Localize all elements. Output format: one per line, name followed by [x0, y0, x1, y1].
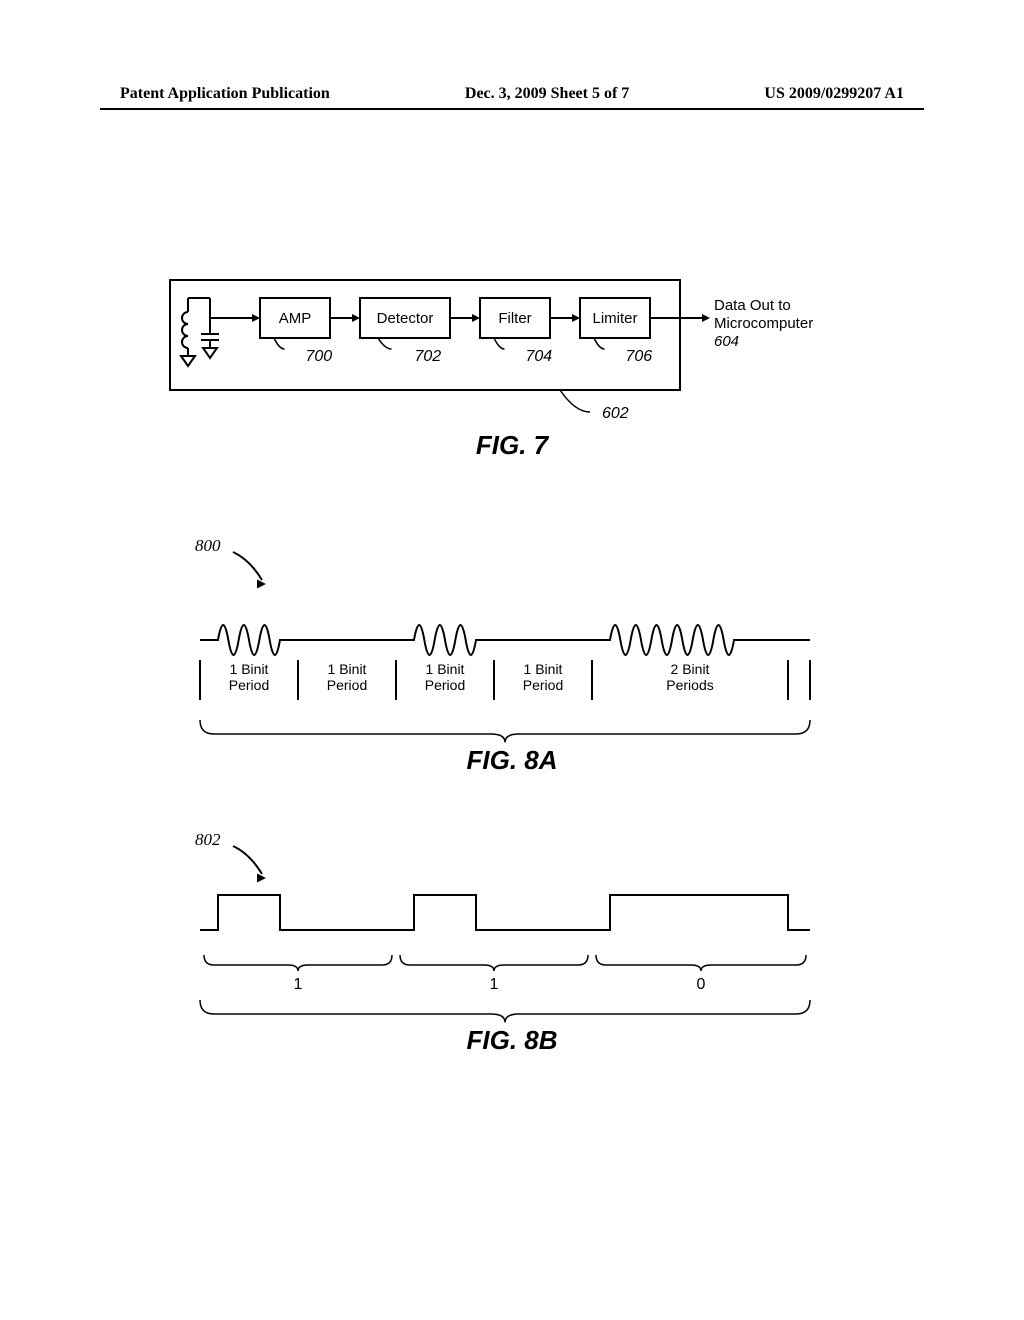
fig8b-label: FIG. 8B	[0, 1025, 1024, 1056]
svg-text:0: 0	[697, 976, 706, 993]
fig8b-container: 1 1 0	[0, 0, 1024, 1080]
svg-text:1: 1	[294, 976, 303, 993]
fig8b-svg: 1 1 0	[0, 0, 1024, 1080]
svg-text:1: 1	[490, 976, 499, 993]
